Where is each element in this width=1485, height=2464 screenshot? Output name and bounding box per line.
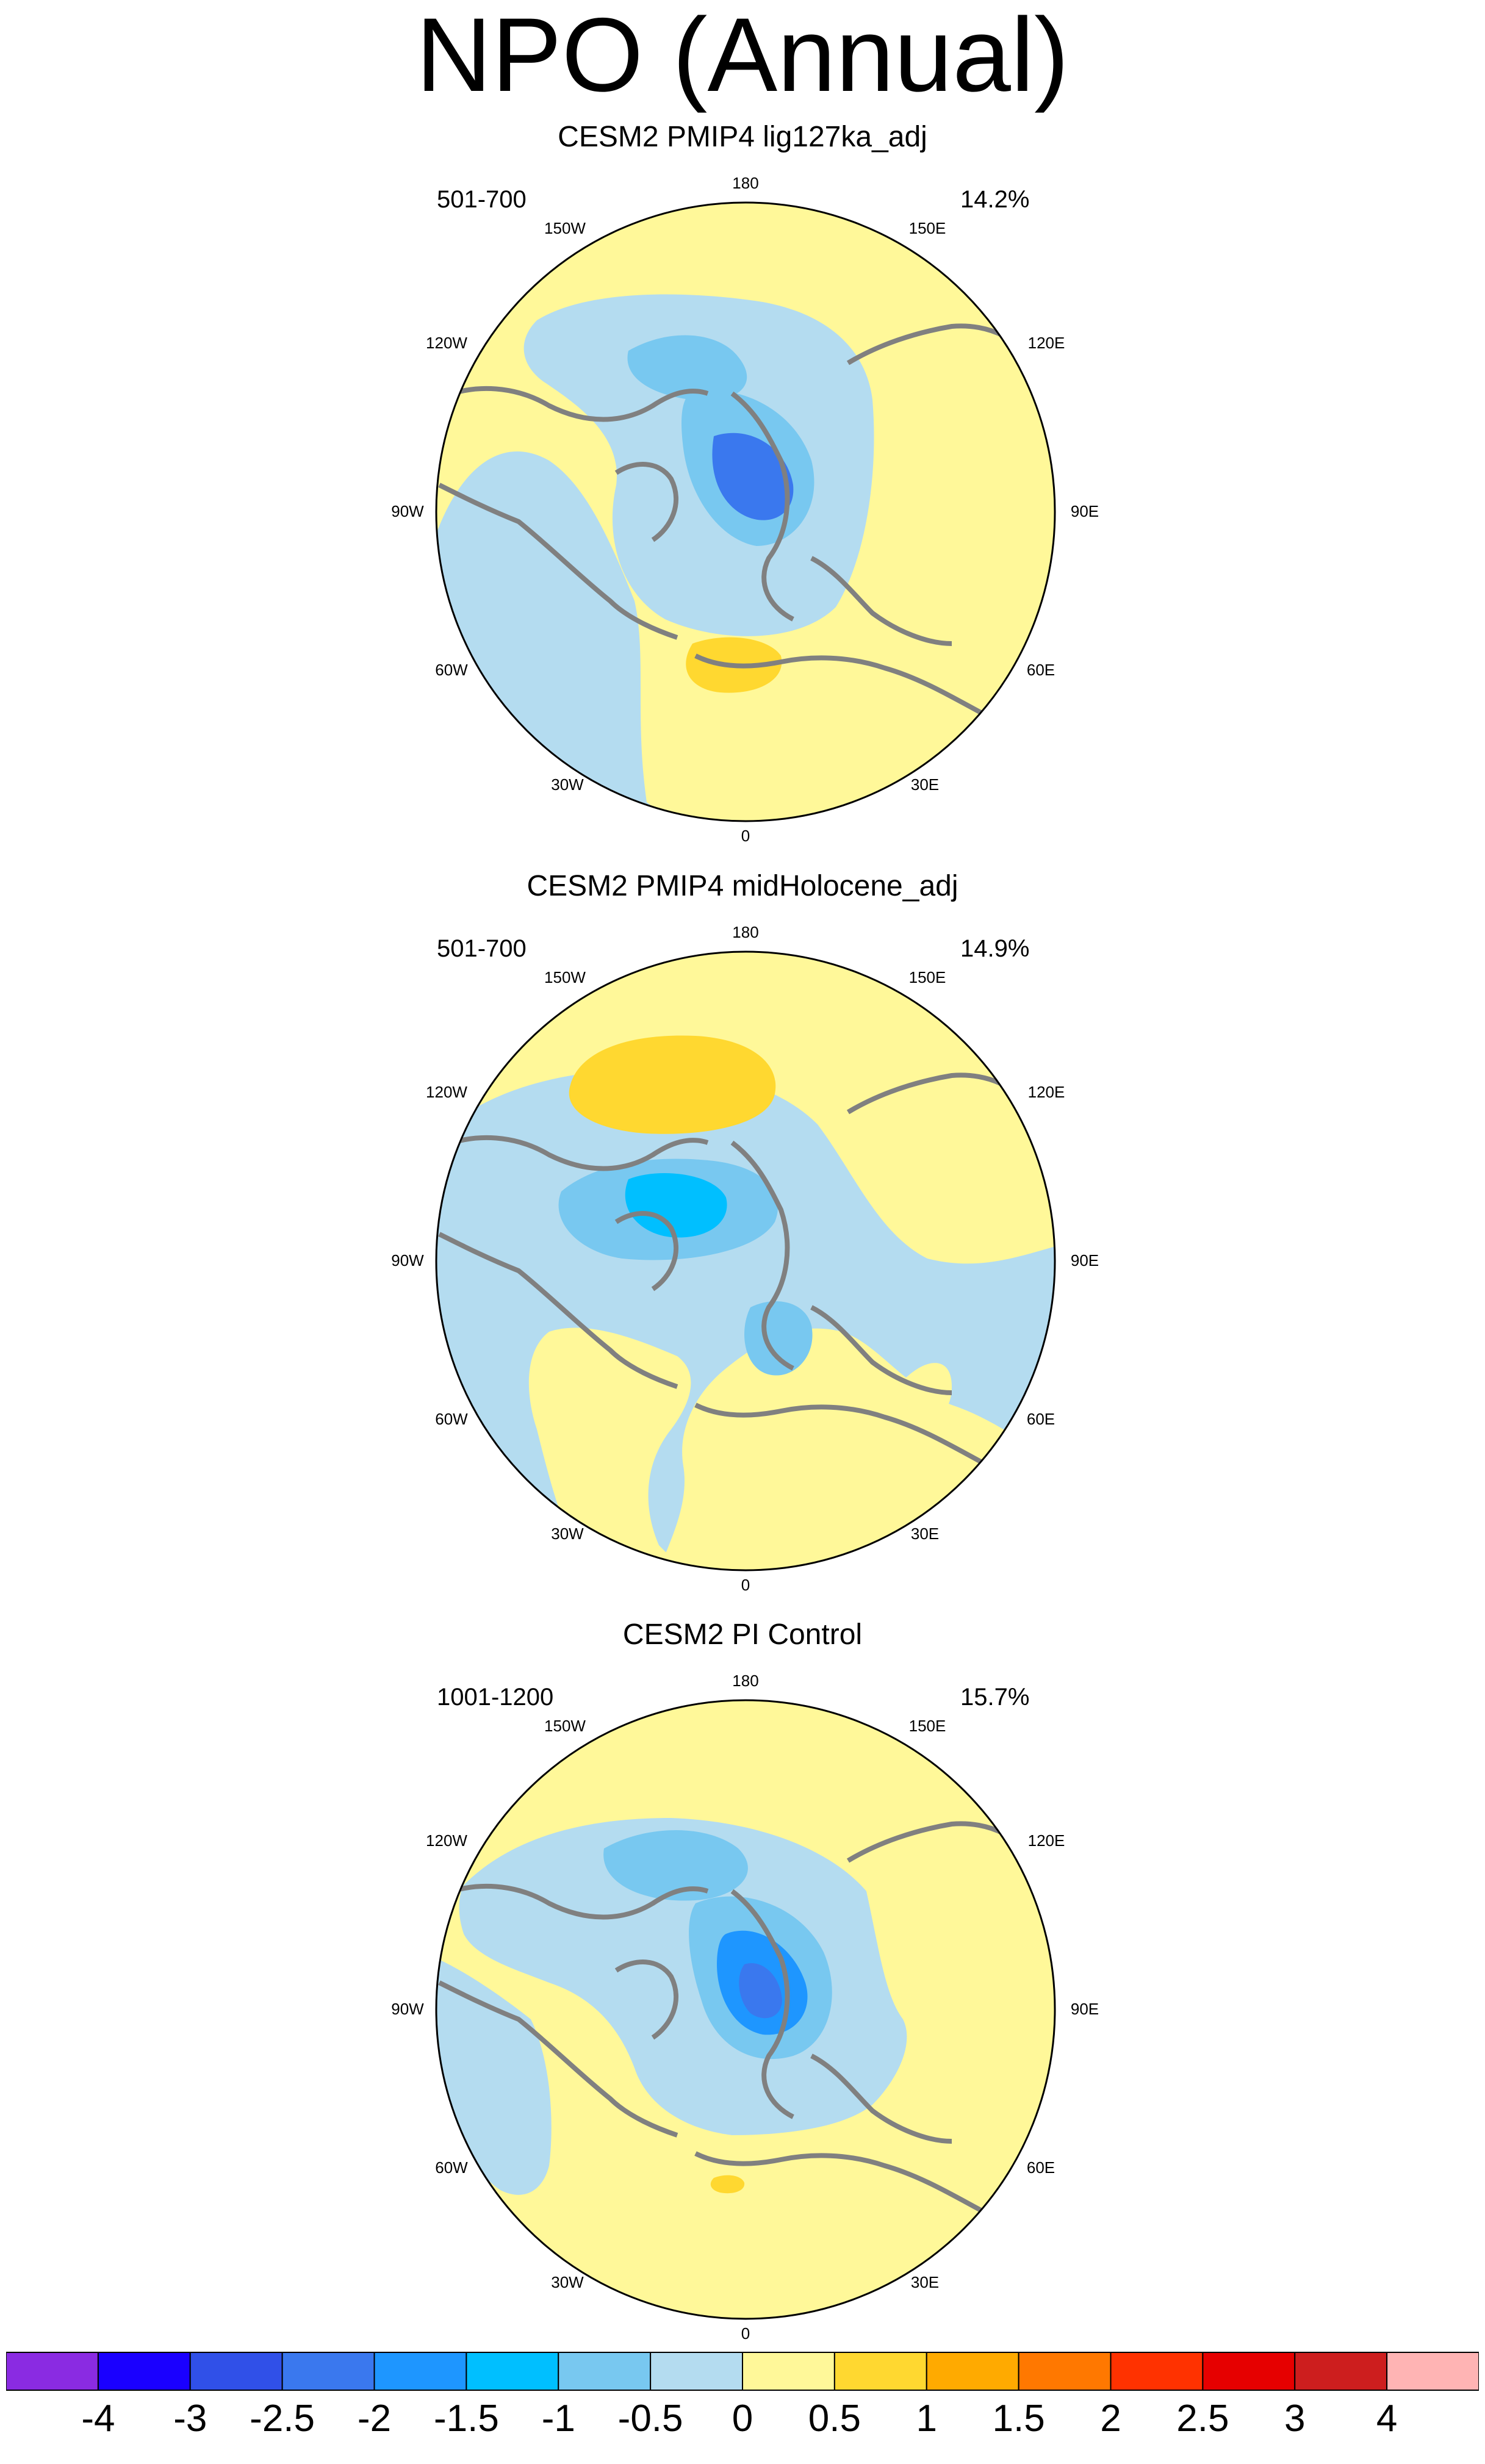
- colorbar-tick-label: -2: [357, 2398, 392, 2440]
- colorbar-tick-label: 1: [916, 2398, 938, 2440]
- lon-label-0: 0: [741, 1576, 750, 1594]
- lon-label-180: 180: [732, 1672, 758, 1690]
- longitude-labels: 180 150E 120E 90E 60E 30E 0 30W 60W 90W …: [391, 923, 1099, 1594]
- colorbar-box: [1018, 2352, 1112, 2391]
- polar-map: 180 150E 120E 90E 60E 30E 0 30W 60W 90W …: [391, 923, 1099, 1594]
- map-panel-1: CESM2 PMIP4 lig127ka_adj 501-700 14.2% 1…: [0, 119, 1485, 868]
- colorbar-tick-label: -3: [173, 2398, 207, 2440]
- variance-label: 14.2%: [960, 186, 1030, 213]
- lon-label-150w: 150W: [544, 1717, 586, 1735]
- lon-label-120w: 120W: [426, 1831, 467, 1850]
- colorbar-tick-label: 1.5: [992, 2398, 1045, 2440]
- lon-label-60w: 60W: [435, 2158, 468, 2177]
- lon-label-150e: 150E: [909, 968, 946, 986]
- map-boundary: [435, 1699, 1056, 2320]
- polar-map: 180 150E 120E 90E 60E 30E 0 30W 60W 90W …: [391, 1672, 1099, 2343]
- lon-label-90w: 90W: [391, 502, 424, 520]
- lon-label-90w: 90W: [391, 2000, 424, 2018]
- lon-label-60w: 60W: [435, 1410, 468, 1428]
- lon-label-90e: 90E: [1071, 1251, 1099, 1270]
- colorbar-box: [1110, 2352, 1204, 2391]
- lon-label-150w: 150W: [544, 968, 586, 986]
- panel-title: CESM2 PMIP4 lig127ka_adj: [558, 121, 927, 153]
- lon-label-60e: 60E: [1027, 1410, 1055, 1428]
- period-label: 501-700: [437, 935, 527, 962]
- lon-label-120e: 120E: [1028, 334, 1065, 352]
- figure-title: NPO (Annual): [415, 0, 1070, 113]
- lon-label-150e: 150E: [909, 1717, 946, 1735]
- longitude-labels: 180 150E 120E 90E 60E 30E 0 30W 60W 90W …: [391, 174, 1099, 845]
- lon-label-30w: 30W: [551, 1525, 584, 1543]
- lon-label-30w: 30W: [551, 775, 584, 794]
- period-label: 501-700: [437, 186, 527, 213]
- lon-label-180: 180: [732, 923, 758, 941]
- colorbar-box: [189, 2352, 283, 2391]
- colorbar-tick-label: -1: [541, 2398, 575, 2440]
- map-boundary: [435, 201, 1056, 822]
- colorbar-tick-label: -4: [81, 2398, 115, 2440]
- colorbar-box: [6, 2352, 99, 2391]
- colorbar-box: [833, 2352, 927, 2391]
- map-boundary: [435, 950, 1056, 1571]
- colorbar-tick-label: 0.5: [808, 2398, 861, 2440]
- colorbar: [6, 2352, 1479, 2391]
- lon-label-60e: 60E: [1027, 661, 1055, 679]
- map-panel-2: CESM2 PMIP4 midHolocene_adj 501-700 14.9…: [0, 868, 1485, 1617]
- lon-label-120w: 120W: [426, 1083, 467, 1101]
- lon-label-60w: 60W: [435, 661, 468, 679]
- colorbar-box: [558, 2352, 652, 2391]
- colorbar-box: [1386, 2352, 1479, 2391]
- colorbar-box: [281, 2352, 375, 2391]
- lon-label-150w: 150W: [544, 219, 586, 237]
- lon-label-90e: 90E: [1071, 502, 1099, 520]
- colorbar-box: [926, 2352, 1019, 2391]
- panel-title: CESM2 PMIP4 midHolocene_adj: [527, 870, 958, 902]
- anomaly-field: [436, 1818, 907, 2195]
- colorbar-tick-label: -1.5: [433, 2398, 499, 2440]
- variance-label: 14.9%: [960, 935, 1030, 962]
- colorbar-box: [97, 2352, 191, 2391]
- colorbar-box: [1294, 2352, 1388, 2391]
- lon-label-30w: 30W: [551, 2273, 584, 2291]
- colorbar-tick-label: -2.5: [250, 2398, 315, 2440]
- colorbar-box: [742, 2352, 835, 2391]
- colorbar-box: [650, 2352, 744, 2391]
- longitude-labels: 180 150E 120E 90E 60E 30E 0 30W 60W 90W …: [391, 1672, 1099, 2343]
- colorbar-tick-label: 2: [1100, 2398, 1121, 2440]
- lon-label-120e: 120E: [1028, 1831, 1065, 1850]
- colorbar-box: [373, 2352, 467, 2391]
- lon-label-30e: 30E: [911, 2273, 939, 2291]
- panel-title: CESM2 PI Control: [622, 1618, 863, 1651]
- lon-label-150e: 150E: [909, 219, 946, 237]
- lon-label-90e: 90E: [1071, 2000, 1099, 2018]
- colorbar-tick-label: 3: [1284, 2398, 1306, 2440]
- lon-label-120e: 120E: [1028, 1083, 1065, 1101]
- period-label: 1001-1200: [437, 1684, 554, 1711]
- colorbar-tick-label: 2.5: [1176, 2398, 1229, 2440]
- lon-label-90w: 90W: [391, 1251, 424, 1270]
- colorbar-box: [466, 2352, 559, 2391]
- lon-label-60e: 60E: [1027, 2158, 1055, 2177]
- lon-label-120w: 120W: [426, 334, 467, 352]
- lon-label-0: 0: [741, 2324, 750, 2343]
- lon-label-0: 0: [741, 827, 750, 845]
- lon-label-30e: 30E: [911, 775, 939, 794]
- colorbar-tick-label: 4: [1376, 2398, 1398, 2440]
- colorbar-box: [1202, 2352, 1296, 2391]
- polar-map: 180 150E 120E 90E 60E 30E 0 30W 60W 90W …: [391, 174, 1099, 845]
- lon-label-180: 180: [732, 174, 758, 192]
- map-panel-3: CESM2 PI Control 1001-1200 15.7% 180 150…: [0, 1617, 1485, 2366]
- colorbar-labels: -4 -3 -2.5 -2 -1.5 -1 -0.5 0 0.5 1 1.5 2 2.5 3 4: [0, 2394, 1485, 2455]
- coastlines: [436, 323, 1040, 725]
- anomaly-field: [436, 294, 874, 821]
- variance-label: 15.7%: [960, 1684, 1030, 1711]
- colorbar-tick-label: -0.5: [617, 2398, 683, 2440]
- colorbar-tick-label: 0: [732, 2398, 753, 2440]
- lon-label-30e: 30E: [911, 1525, 939, 1543]
- anomaly-field: [436, 1035, 1055, 1570]
